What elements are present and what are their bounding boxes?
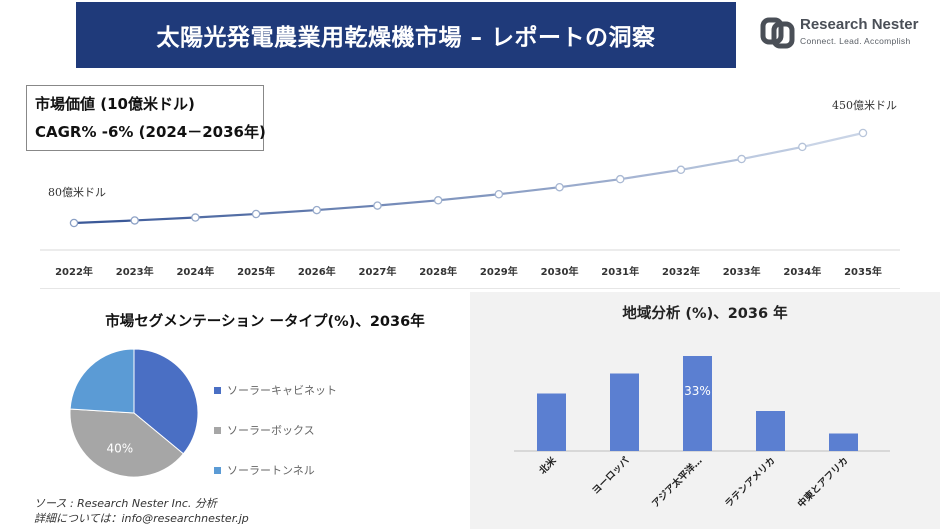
- x-tick-label: 2035年: [844, 265, 882, 278]
- legend-swatch: [214, 466, 221, 474]
- legend-item: ソーラートンネル: [214, 450, 337, 490]
- x-tick-label: 2022年: [55, 265, 93, 278]
- x-tick-label: 2024年: [176, 265, 214, 278]
- end-value-label: 450億米ドル: [832, 99, 897, 112]
- region-bar: [683, 356, 712, 451]
- line-point: [130, 216, 139, 225]
- x-tick-label: 2027年: [359, 265, 397, 278]
- x-tick-label: 2029年: [480, 265, 518, 278]
- logo-name: Research Nester: [800, 16, 919, 33]
- pie-slice: [69, 348, 135, 414]
- line-segment: [254, 208, 318, 216]
- x-tick-label: 2032年: [662, 265, 700, 278]
- line-segment: [437, 193, 500, 202]
- source-line: ソース : Research Nester Inc. 分析: [34, 497, 217, 510]
- line-point: [251, 209, 261, 219]
- source-note: ソース : Research Nester Inc. 分析 詳細については：in…: [34, 496, 249, 526]
- x-tick-label: 2025年: [237, 265, 275, 278]
- region-bar: [756, 411, 785, 451]
- legend-item: ソーラーキャビネット: [214, 370, 337, 410]
- pie-slice: [133, 348, 199, 455]
- x-tick-label: 2028年: [419, 265, 457, 278]
- market-value-box: 市場価値 (10億米ドル) CAGR% -6% (2024－2036年): [26, 85, 266, 151]
- segmentation-title: 市場セグメンテーション ータイプ(%)、2036年: [105, 314, 425, 330]
- bar-data-label: 33%: [684, 384, 711, 398]
- line-segment: [72, 219, 136, 225]
- legend-swatch: [214, 426, 221, 434]
- bar-category-label: 北米: [537, 454, 559, 476]
- pie-slice: [69, 408, 185, 478]
- line-point: [191, 213, 200, 222]
- x-tick-label: 2031年: [601, 265, 639, 278]
- start-value-label: 80億米ドル: [48, 186, 106, 199]
- line-segment: [619, 168, 683, 181]
- line-point: [69, 218, 79, 228]
- market-value-label: 市場価値 (10億米ドル): [35, 95, 195, 113]
- region-title: 地域分析 (%)、2036 年: [622, 306, 788, 322]
- line-segment: [801, 131, 865, 148]
- legend-label: ソーラートンネル: [227, 464, 315, 477]
- bar-category-label: アジア太平洋…: [649, 455, 704, 510]
- line-point: [798, 142, 807, 152]
- research-nester-logo: Research Nester Connect. Lead. Accomplis…: [760, 12, 935, 54]
- line-segment: [315, 204, 379, 212]
- line-point: [494, 189, 504, 199]
- line-segment: [376, 199, 440, 207]
- regional-bar-chart: 北米 ヨーロッパ 33% アジア太平洋… ラテンアメリカ 中東とアフリカ: [514, 356, 890, 511]
- logo-mark-icon: [760, 17, 795, 49]
- line-segment: [740, 145, 804, 161]
- line-segment: [679, 157, 743, 171]
- regional-analysis-panel: 地域分析 (%)、2036 年 北米 ヨーロッパ 33% アジア太平洋… ラテンアメリカ…: [470, 292, 940, 529]
- market-value-line-chart: 2022年 2023年 2024年 2025年 2026年 2027年 2028年 2029年…: [40, 128, 900, 278]
- section-divider: [40, 288, 900, 289]
- bar-category-label: ラテンアメリカ: [723, 455, 777, 509]
- legend-label: ソーラーボックス: [227, 424, 315, 437]
- report-title: 太陽光発電農業用乾燥機市場 – レポートの洞察: [156, 25, 656, 51]
- x-tick-label: 2023年: [116, 265, 154, 278]
- logo-tagline: Connect. Lead. Accomplish: [800, 36, 911, 46]
- region-bar: [537, 393, 566, 451]
- x-tick-label: 2034年: [783, 265, 821, 278]
- legend-item: ソーラーボックス: [214, 410, 337, 450]
- cagr-label: CAGR% -6% (2024－2036年): [35, 123, 266, 141]
- line-segment: [497, 186, 561, 196]
- line-point: [737, 154, 746, 164]
- line-point: [858, 128, 868, 138]
- line-point: [676, 165, 686, 175]
- x-tick-label: 2030年: [541, 265, 579, 278]
- type-segmentation-pie-chart: 40%: [69, 348, 199, 478]
- line-point: [312, 205, 322, 215]
- x-tick-label: 2033年: [723, 265, 761, 278]
- bar-category-label: 中東とアフリカ: [795, 455, 851, 511]
- line-segment: [194, 212, 258, 219]
- region-bar: [829, 433, 858, 451]
- line-point: [555, 182, 564, 192]
- pie-data-label: 40%: [107, 442, 134, 456]
- line-point: [615, 174, 625, 184]
- bar-category-label: ヨーロッパ: [590, 454, 632, 496]
- contact-line: 詳細については：info@researchnester.jp: [34, 512, 249, 525]
- x-tick-label: 2026年: [298, 265, 336, 278]
- line-point: [373, 201, 382, 210]
- legend-swatch: [214, 386, 221, 394]
- line-point: [433, 196, 443, 205]
- line-segment: [133, 216, 197, 222]
- line-segment: [558, 178, 622, 189]
- region-bar: [610, 373, 639, 451]
- pie-legend: ソーラーキャビネット ソーラーボックス ソーラートンネル: [214, 370, 337, 490]
- legend-label: ソーラーキャビネット: [227, 384, 337, 397]
- report-title-banner: 太陽光発電農業用乾燥機市場 – レポートの洞察: [76, 2, 736, 68]
